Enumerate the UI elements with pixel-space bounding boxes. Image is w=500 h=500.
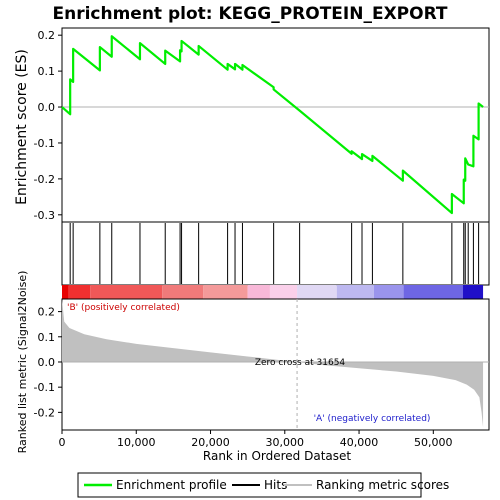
- metric-x-axis: 0 10,000 20,000 30,000 40,000 50,000: [59, 430, 453, 449]
- metric-y-axis: 0.2 0.1 0.0 -0.1 -0.2: [34, 306, 62, 419]
- metric-y-tick-label: -0.1: [34, 381, 55, 394]
- colorbar-segment: [336, 285, 374, 299]
- metric-y-tick-label: -0.2: [34, 406, 55, 419]
- legend-hits-label: Hits: [264, 478, 287, 492]
- es-y-tick-label: -0.2: [34, 173, 55, 186]
- enrichment-profile-line: [61, 35, 484, 215]
- hits-group: [69, 223, 480, 284]
- es-y-tick-label: 0.2: [38, 29, 56, 42]
- colorbar-segment: [269, 285, 298, 299]
- chart-title: Enrichment plot: KEGG_PROTEIN_EXPORT: [52, 4, 447, 24]
- colorbar-segment: [90, 285, 163, 299]
- zero-cross-label: Zero cross at 31654: [255, 358, 346, 368]
- x-tick-label: 20,000: [191, 436, 230, 449]
- es-y-axis: 0.2 0.1 0.0 -0.1 -0.2 -0.3: [34, 29, 62, 222]
- es-y-tick-label: -0.1: [34, 137, 55, 150]
- x-axis-label: Rank in Ordered Dataset: [203, 449, 351, 463]
- legend-profile-label: Enrichment profile: [116, 478, 227, 492]
- rank-colorbar: [62, 285, 484, 299]
- colorbar-segment: [68, 285, 91, 299]
- x-tick-label: 40,000: [340, 436, 379, 449]
- colorbar-segment: [463, 285, 484, 299]
- ranking-metric-area: [62, 299, 484, 428]
- colorbar-segment: [373, 285, 404, 299]
- x-tick-label: 50,000: [414, 436, 453, 449]
- es-y-tick-label: 0.0: [38, 101, 56, 114]
- colorbar-segment: [203, 285, 248, 299]
- colorbar-segment: [62, 285, 69, 299]
- colorbar-segment: [297, 285, 337, 299]
- x-tick-label: 30,000: [266, 436, 305, 449]
- x-tick-label: 10,000: [117, 436, 156, 449]
- es-y-tick-label: 0.1: [38, 65, 56, 78]
- colorbar-segment: [247, 285, 270, 299]
- metric-y-axis-label: Ranked list metric (Signal2Noise): [16, 271, 29, 454]
- colorbar-segment: [162, 285, 204, 299]
- es-panel-frame: [61, 27, 490, 223]
- hits-panel-frame: [61, 221, 490, 286]
- colorbar-segment: [403, 285, 464, 299]
- metric-y-tick-label: 0.1: [38, 331, 56, 344]
- positive-correlation-label: 'B' (positively correlated): [67, 303, 180, 313]
- negative-correlation-label: 'A' (negatively correlated): [314, 414, 431, 424]
- x-tick-label: 0: [59, 436, 66, 449]
- es-y-tick-label: -0.3: [34, 209, 55, 222]
- es-y-axis-label: Enrichment score (ES): [14, 49, 30, 205]
- legend-metric-label: Ranking metric scores: [316, 478, 449, 492]
- metric-y-tick-label: 0.2: [38, 306, 56, 319]
- metric-y-tick-label: 0.0: [38, 356, 56, 369]
